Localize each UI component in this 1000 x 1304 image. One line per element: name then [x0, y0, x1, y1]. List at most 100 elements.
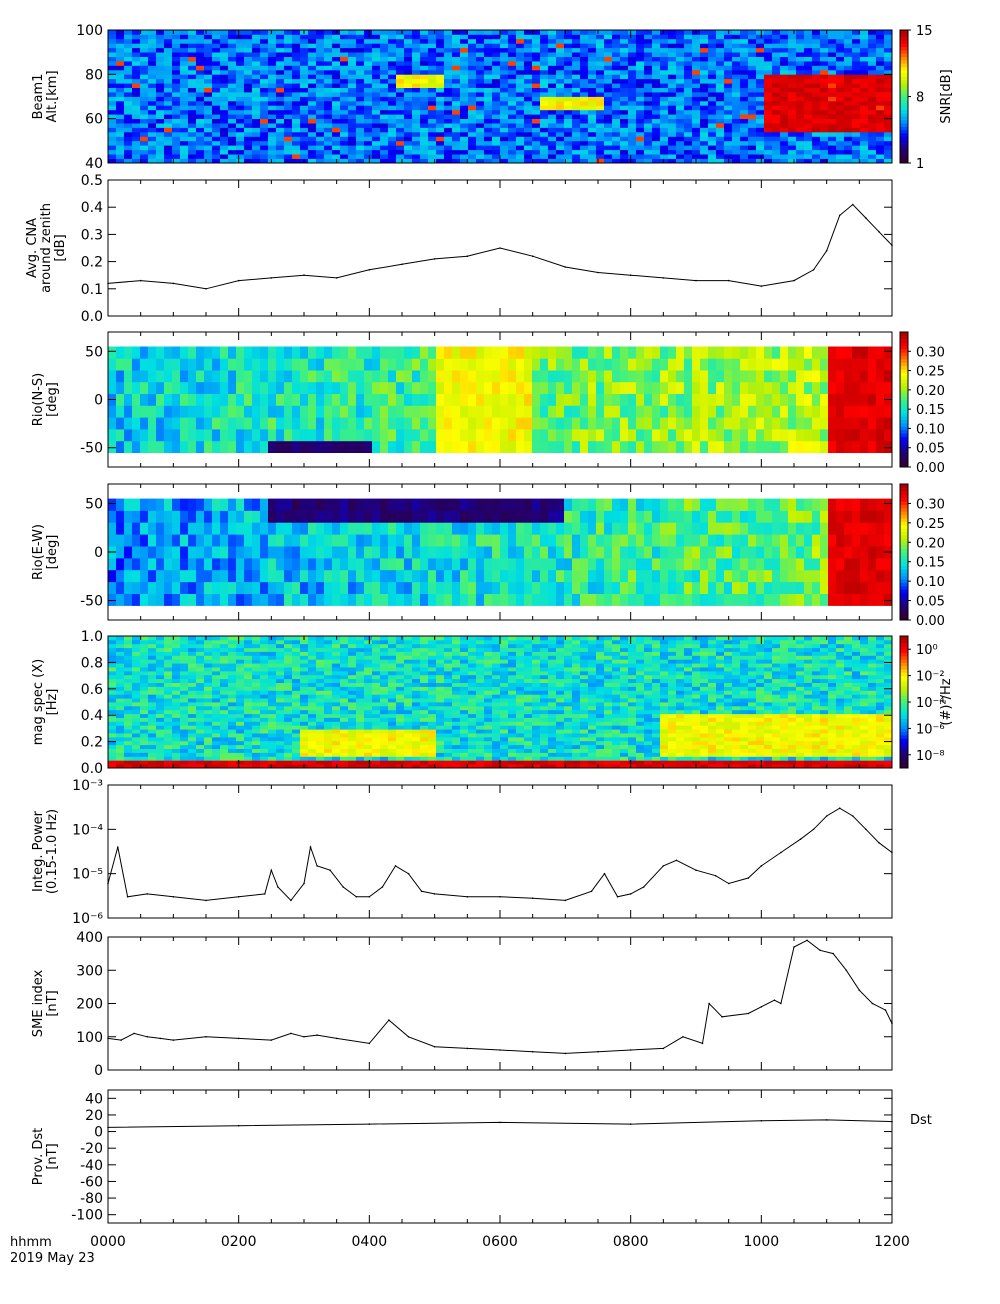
heatmap-cell	[708, 510, 716, 522]
heatmap-cell	[428, 88, 436, 93]
heatmap-cell	[660, 61, 668, 66]
heatmap-cell	[700, 48, 708, 53]
heatmap-cell	[436, 534, 444, 546]
heatmap-cell	[580, 39, 588, 44]
heatmap-cell	[252, 132, 260, 137]
y-tick-label: 50	[85, 344, 103, 360]
heatmap-cell	[444, 43, 452, 48]
heatmap-cell	[820, 61, 828, 66]
heatmap-cell	[756, 105, 764, 110]
heatmap-cell	[516, 136, 524, 141]
heatmap-cell	[484, 30, 492, 35]
heatmap-cell	[228, 145, 236, 150]
heatmap-cell	[188, 119, 196, 124]
heatmap-cell	[204, 417, 212, 429]
heatmap-cell	[772, 123, 780, 128]
heatmap-cell	[308, 66, 316, 71]
heatmap-cell	[436, 141, 444, 146]
heatmap-cell	[316, 70, 324, 75]
data-point	[839, 215, 841, 217]
heatmap-cell	[508, 119, 516, 124]
heatmap-cell	[236, 510, 244, 522]
heatmap-cell	[540, 394, 548, 406]
heatmap-cell	[764, 499, 772, 511]
heatmap-cell	[676, 114, 684, 119]
heatmap-cell	[492, 510, 500, 522]
heatmap-cell	[676, 128, 684, 133]
heatmap-cell	[740, 105, 748, 110]
heatmap-cell	[812, 382, 820, 394]
heatmap-cell	[732, 74, 740, 79]
heatmap-cell	[244, 97, 252, 102]
heatmap-cell	[692, 70, 700, 75]
heatmap-cell	[588, 105, 596, 110]
heatmap-cell	[132, 522, 140, 534]
heatmap-cell	[700, 417, 708, 429]
heatmap-cell	[204, 119, 212, 124]
heatmap-cell	[428, 429, 436, 441]
heatmap-cell	[724, 394, 732, 406]
heatmap-cell	[220, 358, 228, 370]
heatmap-cell	[276, 97, 284, 102]
heatmap-cell	[620, 145, 628, 150]
heatmap-cell	[108, 97, 116, 102]
heatmap-cell	[652, 382, 660, 394]
heatmap-cell	[724, 92, 732, 97]
heatmap-cell	[540, 110, 548, 115]
heatmap-cell	[644, 66, 652, 71]
heatmap-cell	[148, 79, 156, 84]
colorbar-swatch	[900, 30, 908, 34]
heatmap-cell	[788, 101, 796, 106]
heatmap-cell	[556, 441, 564, 453]
heatmap-cell	[676, 154, 684, 159]
heatmap-cell	[284, 382, 292, 394]
heatmap-cell	[412, 74, 420, 79]
heatmap-cell	[564, 123, 572, 128]
heatmap-cell	[764, 70, 772, 75]
heatmap-cell	[788, 150, 796, 155]
heatmap-cell	[796, 52, 804, 57]
heatmap-cell	[764, 74, 772, 79]
colorbar-swatch	[900, 133, 908, 137]
heatmap-cell	[804, 114, 812, 119]
heatmap-cell	[644, 70, 652, 75]
heatmap-cell	[692, 154, 700, 159]
heatmap-cell	[820, 110, 828, 115]
heatmap-cell	[716, 74, 724, 79]
heatmap-cell	[756, 61, 764, 66]
heatmap-cell	[212, 582, 220, 594]
heatmap-cell	[324, 570, 332, 582]
heatmap-cell	[380, 141, 388, 146]
heatmap-cell	[756, 57, 764, 62]
heatmap-cell	[500, 92, 508, 97]
heatmap-cell	[332, 558, 340, 570]
heatmap-cell	[324, 79, 332, 84]
heatmap-cell	[172, 570, 180, 582]
heatmap-cell	[148, 105, 156, 110]
heatmap-cell	[252, 370, 260, 382]
heatmap-cell	[716, 582, 724, 594]
heatmap-cell	[332, 405, 340, 417]
heatmap-cell	[788, 83, 796, 88]
heatmap-cell	[676, 61, 684, 66]
heatmap-cell	[612, 154, 620, 159]
heatmap-cell	[588, 417, 596, 429]
heatmap-cell	[332, 61, 340, 66]
heatmap-cell	[244, 358, 252, 370]
heatmap-cell	[300, 405, 308, 417]
heatmap-cell	[140, 57, 148, 62]
heatmap-cell	[516, 83, 524, 88]
heatmap-cell	[636, 74, 644, 79]
heatmap-cell	[412, 119, 420, 124]
heatmap-cell	[300, 510, 308, 522]
heatmap-cell	[540, 382, 548, 394]
heatmap-cell	[220, 70, 228, 75]
heatmap-cell	[612, 132, 620, 137]
heatmap-cell	[364, 74, 372, 79]
heatmap-cell	[388, 61, 396, 66]
heatmap-cell	[732, 119, 740, 124]
heatmap-cell	[332, 132, 340, 137]
heatmap-cell	[356, 114, 364, 119]
heatmap-cell	[484, 114, 492, 119]
